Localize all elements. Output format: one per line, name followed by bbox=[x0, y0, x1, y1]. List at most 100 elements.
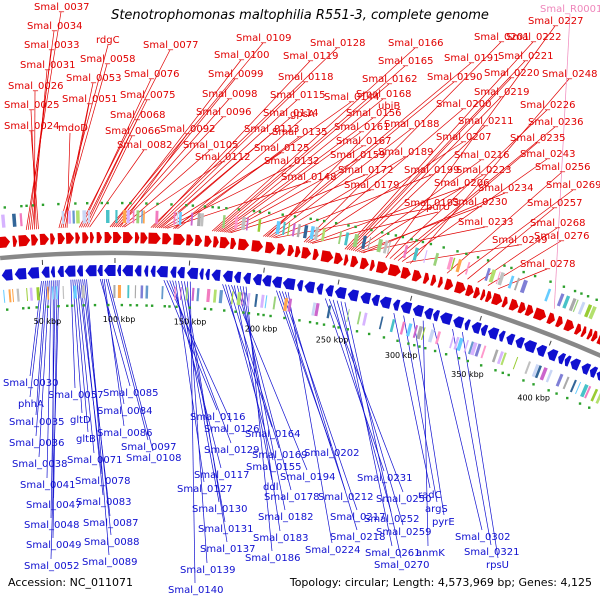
marker-dot bbox=[121, 201, 124, 205]
gene-label: Smal_0119 bbox=[283, 51, 338, 62]
gene-label: Smal_0224 bbox=[305, 545, 360, 556]
forward-gene bbox=[524, 304, 534, 317]
gene-label: Smal_0269 bbox=[546, 180, 600, 191]
marker-dot bbox=[3, 206, 6, 209]
gene-label: Smal_0167 bbox=[336, 136, 391, 147]
leader-line bbox=[231, 284, 308, 471]
reverse-gene bbox=[57, 265, 64, 278]
tick-label: 300 kbp bbox=[385, 351, 418, 360]
feature-block bbox=[569, 379, 577, 393]
leader-line bbox=[35, 280, 48, 437]
forward-gene bbox=[0, 236, 11, 249]
reverse-gene bbox=[347, 289, 360, 302]
reverse-gene bbox=[506, 333, 516, 346]
reverse-gene bbox=[589, 366, 599, 378]
gene-label: Smal_0034 bbox=[27, 21, 82, 32]
marker-dot bbox=[46, 305, 50, 308]
feature-block bbox=[78, 285, 80, 299]
marker-dot bbox=[494, 369, 497, 372]
marker-dot bbox=[332, 325, 335, 328]
leader-line bbox=[186, 281, 208, 564]
leader-line bbox=[245, 286, 273, 552]
tick-mark bbox=[410, 295, 413, 301]
forward-gene bbox=[400, 266, 411, 279]
marker-dot bbox=[355, 330, 359, 333]
feature-block bbox=[36, 287, 41, 301]
forward-gene bbox=[422, 272, 430, 284]
leader-line bbox=[336, 300, 404, 526]
leader-line bbox=[105, 278, 149, 441]
gene-label: Smal_0087 bbox=[83, 518, 138, 529]
leader-line bbox=[87, 135, 133, 228]
feature-block bbox=[513, 277, 520, 291]
feature-block bbox=[191, 287, 195, 301]
leader-line bbox=[354, 159, 482, 252]
feature-block bbox=[584, 304, 593, 318]
gene-label: Smal_0227 bbox=[528, 16, 583, 27]
reverse-gene bbox=[134, 265, 142, 277]
gene-label: Smal_0033 bbox=[24, 40, 79, 51]
leader-line bbox=[181, 281, 226, 523]
feature-block bbox=[464, 261, 471, 275]
marker-dot bbox=[555, 392, 558, 395]
feature-block bbox=[287, 222, 291, 236]
marker-dot bbox=[424, 346, 427, 350]
feature-block bbox=[212, 289, 217, 303]
feature-block bbox=[467, 341, 474, 355]
leader-line bbox=[385, 25, 556, 258]
gene-label: Smal_0048 bbox=[24, 520, 79, 531]
marker-dot bbox=[308, 320, 312, 324]
leader-line bbox=[84, 279, 112, 536]
forward-gene bbox=[104, 232, 112, 244]
leader-line bbox=[553, 13, 571, 309]
feature-block bbox=[455, 259, 463, 273]
reverse-gene bbox=[393, 299, 401, 311]
leader-line bbox=[173, 101, 352, 229]
feature-block bbox=[595, 392, 600, 404]
gene-label: Smal_0057 bbox=[48, 390, 103, 401]
marker-dot bbox=[242, 311, 245, 314]
feature-block bbox=[246, 292, 251, 307]
marker-dot bbox=[66, 304, 69, 308]
feature-block bbox=[136, 210, 140, 224]
feature-block bbox=[450, 257, 456, 271]
leader-line bbox=[303, 41, 502, 243]
marker-dot bbox=[595, 298, 598, 301]
leader-line bbox=[269, 128, 412, 238]
forward-gene bbox=[546, 312, 555, 325]
tick-mark bbox=[548, 340, 552, 346]
feature-block bbox=[421, 327, 426, 341]
leader-line bbox=[25, 11, 62, 230]
gene-label: Smal_0202 bbox=[304, 448, 359, 459]
forward-gene bbox=[140, 232, 148, 244]
marker-dot bbox=[503, 264, 506, 267]
leader-line bbox=[262, 62, 472, 237]
reverse-gene bbox=[325, 285, 334, 297]
feature-block bbox=[190, 212, 194, 226]
feature-block bbox=[356, 311, 362, 325]
leader-line bbox=[30, 130, 39, 230]
marker-dot bbox=[573, 289, 577, 293]
marker-dot bbox=[185, 204, 188, 207]
gene-label: Smal_0217 bbox=[330, 512, 385, 523]
leader-line bbox=[154, 81, 306, 229]
marker-dot bbox=[315, 322, 319, 325]
marker-dot bbox=[309, 217, 312, 221]
leader-line bbox=[50, 280, 56, 519]
gene-label: Smal_0108 bbox=[126, 453, 181, 464]
leader-line bbox=[80, 279, 104, 496]
feature-block bbox=[132, 210, 135, 224]
feature-block bbox=[577, 301, 586, 315]
forward-gene bbox=[173, 233, 186, 245]
marker-dot bbox=[429, 242, 433, 246]
forward-gene bbox=[230, 237, 237, 250]
forward-gene bbox=[369, 259, 375, 271]
feature-block bbox=[178, 211, 182, 225]
marker-dot bbox=[170, 203, 173, 206]
reverse-gene bbox=[272, 276, 283, 289]
marker-dot bbox=[269, 314, 272, 318]
leader-line bbox=[177, 136, 300, 230]
leader-line bbox=[70, 279, 76, 389]
gene-label: Smal_0127 bbox=[177, 484, 232, 495]
